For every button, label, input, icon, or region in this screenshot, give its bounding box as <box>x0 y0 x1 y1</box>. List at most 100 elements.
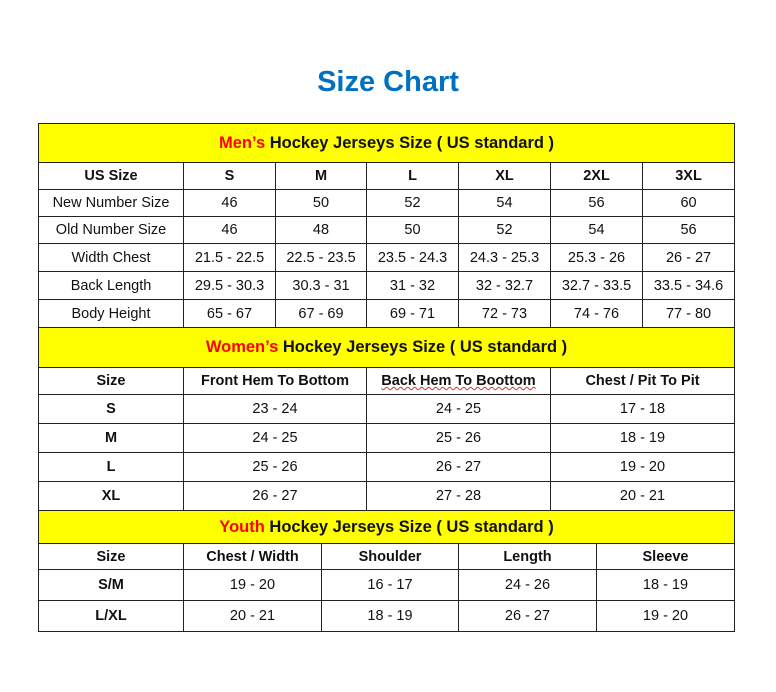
column-header-label: Chest / Pit To Pit <box>585 373 700 389</box>
column-header: 3XL <box>641 162 736 190</box>
column-header-label: Length <box>503 548 552 565</box>
header-row: US Size S M L XL 2XL 3XL <box>38 162 736 190</box>
column-header: Size <box>38 543 184 570</box>
column-header-label: Size <box>96 548 126 565</box>
table-cell: 19 - 20 <box>183 569 322 601</box>
table-cell: 50 <box>366 216 459 244</box>
table-row: New Number Size 46 50 52 54 56 60 <box>38 189 736 217</box>
column-header-label: Shoulder <box>358 548 422 565</box>
section-accent: Men’s <box>219 133 266 152</box>
table-cell: 72 - 73 <box>458 299 551 328</box>
column-header: Size <box>38 367 184 395</box>
table-cell: 56 <box>641 216 736 244</box>
table-cell: 26 - 27 <box>641 243 736 272</box>
table-cell: 33.5 - 34.6 <box>641 271 736 300</box>
section-accent: Youth <box>219 517 265 536</box>
table-cell: 24 - 25 <box>366 394 551 424</box>
column-header-label: Front Hem To Bottom <box>201 373 349 389</box>
column-header-label: 2XL <box>583 168 610 184</box>
table-row: XL 26 - 27 27 - 28 20 - 21 <box>38 481 736 511</box>
column-header-label: 3XL <box>675 168 702 184</box>
section-title: Hockey Jerseys Size ( US standard ) <box>264 517 554 536</box>
table-cell: 26 - 27 <box>183 481 367 511</box>
table-cell: 18 - 19 <box>321 600 459 632</box>
table-cell: 60 <box>641 189 736 217</box>
table-cell: 26 - 27 <box>458 600 597 632</box>
column-header-label: Size <box>96 373 126 389</box>
table-cell: 46 <box>183 216 276 244</box>
youth-size-table: Youth Hockey Jerseys Size ( US standard … <box>37 510 736 632</box>
column-header: S <box>183 162 276 190</box>
table-cell: 67 - 69 <box>275 299 367 328</box>
table-cell: 24 - 26 <box>458 569 597 601</box>
column-header: Length <box>458 543 597 570</box>
table-cell: 27 - 28 <box>366 481 551 511</box>
column-header-label: Back Hem To Boottom <box>381 373 536 389</box>
column-header-label: Sleeve <box>642 548 689 565</box>
table-row: L 25 - 26 26 - 27 19 - 20 <box>38 452 736 482</box>
men-section-header: Men’s Hockey Jerseys Size ( US standard … <box>37 123 736 163</box>
women-section-header: Women’s Hockey Jerseys Size ( US standar… <box>37 327 736 368</box>
table-cell: 19 - 20 <box>595 600 736 632</box>
column-header-label: US Size <box>84 168 138 184</box>
table-row: Width Chest 21.5 - 22.5 22.5 - 23.5 23.5 - … <box>38 243 736 272</box>
table-cell: 19 - 20 <box>549 452 736 482</box>
row-label: L <box>38 452 184 482</box>
column-header: Front Hem To Bottom <box>183 367 367 395</box>
table-row: Back Length 29.5 - 30.3 30.3 - 31 31 - 32 32… <box>38 271 736 300</box>
table-cell: 18 - 19 <box>595 569 736 601</box>
table-cell: 31 - 32 <box>366 271 459 300</box>
table-cell: 50 <box>275 189 367 217</box>
table-cell: 18 - 19 <box>549 423 736 453</box>
table-cell: 24 - 25 <box>183 423 367 453</box>
column-header-label: M <box>314 168 328 184</box>
table-cell: 29.5 - 30.3 <box>183 271 276 300</box>
table-cell: 77 - 80 <box>641 299 736 328</box>
row-label: XL <box>38 481 184 511</box>
row-label: M <box>38 423 184 453</box>
table-cell: 74 - 76 <box>550 299 643 328</box>
table-cell: 25 - 26 <box>183 452 367 482</box>
column-header: 2XL <box>550 162 643 190</box>
table-cell: 52 <box>366 189 459 217</box>
column-header: US Size <box>38 162 184 190</box>
table-cell: 30.3 - 31 <box>275 271 367 300</box>
column-header: Sleeve <box>595 543 736 570</box>
column-header: M <box>275 162 367 190</box>
row-label: L/XL <box>38 600 184 632</box>
column-header-label: Chest / Width <box>206 548 299 565</box>
table-row: L/XL 20 - 21 18 - 19 26 - 27 19 - 20 <box>38 600 736 632</box>
table-cell: 25 - 26 <box>366 423 551 453</box>
column-header-label: S <box>224 168 235 184</box>
table-row: Old Number Size 46 48 50 52 54 56 <box>38 216 736 244</box>
table-cell: 32 - 32.7 <box>458 271 551 300</box>
table-cell: 20 - 21 <box>183 600 322 632</box>
table-cell: 25.3 - 26 <box>550 243 643 272</box>
column-header: XL <box>458 162 551 190</box>
row-label: New Number Size <box>38 189 184 217</box>
table-cell: 54 <box>458 189 551 217</box>
row-label: S/M <box>38 569 184 601</box>
page-title: Size Chart <box>317 66 459 98</box>
table-cell: 65 - 67 <box>183 299 276 328</box>
table-cell: 20 - 21 <box>549 481 736 511</box>
table-cell: 26 - 27 <box>366 452 551 482</box>
table-cell: 23 - 24 <box>183 394 367 424</box>
table-cell: 46 <box>183 189 276 217</box>
table-cell: 23.5 - 24.3 <box>366 243 459 272</box>
table-cell: 21.5 - 22.5 <box>183 243 276 272</box>
table-row: S/M 19 - 20 16 - 17 24 - 26 18 - 19 <box>38 569 736 601</box>
table-row: Body Height 65 - 67 67 - 69 69 - 71 72 - 73 7… <box>38 299 736 328</box>
column-header-label: XL <box>495 168 514 184</box>
row-label: Body Height <box>38 299 184 328</box>
table-cell: 69 - 71 <box>366 299 459 328</box>
table-cell: 16 - 17 <box>321 569 459 601</box>
table-cell: 22.5 - 23.5 <box>275 243 367 272</box>
column-header: Chest / Width <box>183 543 322 570</box>
table-row: S 23 - 24 24 - 25 17 - 18 <box>38 394 736 424</box>
column-header: Back Hem To Boottom <box>366 367 551 395</box>
row-label: S <box>38 394 184 424</box>
row-label: Old Number Size <box>38 216 184 244</box>
section-title: Hockey Jerseys Size ( US standard ) <box>278 338 568 356</box>
table-cell: 52 <box>458 216 551 244</box>
